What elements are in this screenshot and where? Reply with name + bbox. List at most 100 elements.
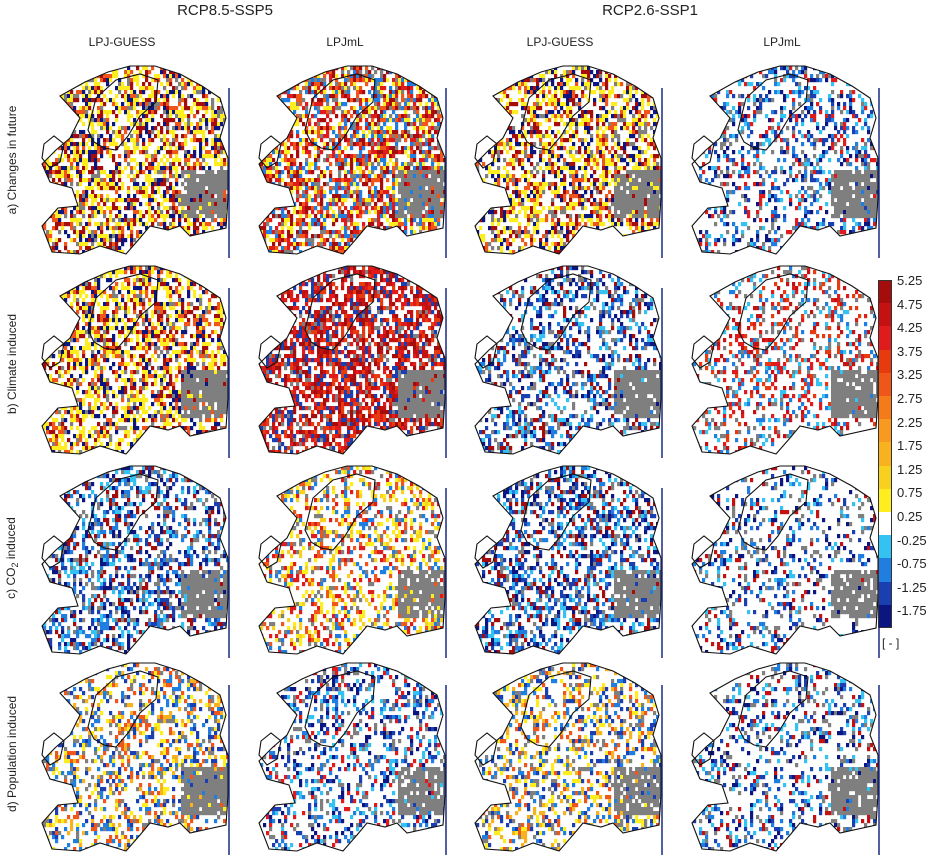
colorbar-segment (878, 488, 892, 513)
map-panel (30, 655, 230, 855)
colorbar (878, 280, 892, 629)
coastline (691, 335, 715, 369)
colorbar-tick-label: 2.75 (897, 392, 922, 405)
coastline (258, 65, 446, 255)
map-cells (259, 266, 445, 454)
colorbar-segment (878, 396, 892, 420)
map-panel (30, 258, 230, 458)
map-panel (680, 58, 880, 258)
coastline (737, 73, 809, 151)
europe-map (258, 265, 447, 458)
coastline (41, 535, 65, 569)
model-label-guess-rcp85: LPJ-GUESS (62, 35, 182, 49)
europe-map (474, 65, 663, 258)
coastline (520, 273, 592, 351)
colorbar-tick-label: 1.75 (897, 439, 922, 452)
coastline (474, 535, 498, 569)
map-panel (247, 58, 447, 258)
map-cells (42, 66, 228, 254)
colorbar-segment (878, 372, 892, 397)
map-panel (680, 258, 880, 458)
europe-map (691, 265, 880, 458)
map-panel (463, 655, 663, 855)
coastline (87, 73, 159, 151)
coastline (691, 265, 879, 455)
map-panel (30, 458, 230, 658)
map-panel (30, 58, 230, 258)
coastline (41, 465, 229, 655)
model-label-guess-rcp26: LPJ-GUESS (500, 35, 620, 49)
row-label-future: a) Changes in future (0, 60, 24, 260)
europe-map (691, 465, 880, 658)
map-cells (475, 466, 661, 654)
colorbar-tick-label: 5.25 (897, 274, 922, 287)
europe-map (41, 65, 230, 258)
coastline (691, 535, 715, 569)
coastline (474, 732, 498, 766)
europe-map (474, 465, 663, 658)
colorbar-segment (878, 558, 892, 583)
map-cells (692, 66, 878, 254)
coastline (737, 473, 809, 551)
coastline (691, 732, 715, 766)
coastline (520, 670, 592, 748)
colorbar-segment (878, 349, 892, 374)
map-cells (692, 466, 878, 654)
colorbar-segment (878, 512, 892, 536)
europe-map (41, 662, 230, 855)
colorbar-tick-label: 0.25 (897, 510, 922, 523)
europe-map (41, 465, 230, 658)
coastline (258, 335, 282, 369)
map-cells (42, 663, 228, 851)
map-cells (692, 266, 878, 454)
colorbar-segment (878, 303, 892, 327)
europe-map (258, 65, 447, 258)
coastline (520, 73, 592, 151)
coastline (304, 73, 376, 151)
row-label-population: d) Population induced (0, 654, 24, 854)
colorbar-tick-label: -0.75 (897, 557, 927, 570)
colorbar-segment (878, 581, 892, 606)
coastline (41, 65, 229, 255)
coastline (258, 732, 282, 766)
map-cells (259, 466, 445, 654)
colorbar-segment (878, 535, 892, 559)
coastline (474, 65, 662, 255)
coastline (520, 473, 592, 551)
coastline (87, 670, 159, 748)
coastline (474, 265, 662, 455)
colorbar-tick-label: 1.25 (897, 463, 922, 476)
coastline (258, 465, 446, 655)
map-panel (463, 458, 663, 658)
europe-map (258, 662, 447, 855)
colorbar-segment (878, 419, 892, 443)
coastline (41, 335, 65, 369)
coastline (41, 265, 229, 455)
coastline (258, 535, 282, 569)
coastline (304, 670, 376, 748)
map-panel (247, 258, 447, 458)
europe-map (691, 65, 880, 258)
coastline (474, 135, 498, 169)
map-cells (475, 663, 661, 851)
model-label-lpjml-rcp85: LPJmL (285, 35, 405, 49)
europe-map (258, 465, 447, 658)
coastline (691, 465, 879, 655)
colorbar-segment (878, 280, 892, 304)
colorbar-tick-label: -1.75 (897, 604, 927, 617)
coastline (304, 473, 376, 551)
map-panel (680, 458, 880, 658)
coastline (258, 662, 446, 852)
map-panel (463, 258, 663, 458)
map-cells (42, 466, 228, 654)
model-label-lpjml-rcp26: LPJmL (722, 35, 842, 49)
map-cells (259, 66, 445, 254)
scenario-title-rcp85: RCP8.5-SSP5 (75, 2, 375, 19)
colorbar-segment (878, 604, 892, 629)
coastline (691, 135, 715, 169)
europe-map (474, 662, 663, 855)
coastline (737, 670, 809, 748)
coastline (737, 273, 809, 351)
coastline (41, 662, 229, 852)
europe-map (691, 662, 880, 855)
